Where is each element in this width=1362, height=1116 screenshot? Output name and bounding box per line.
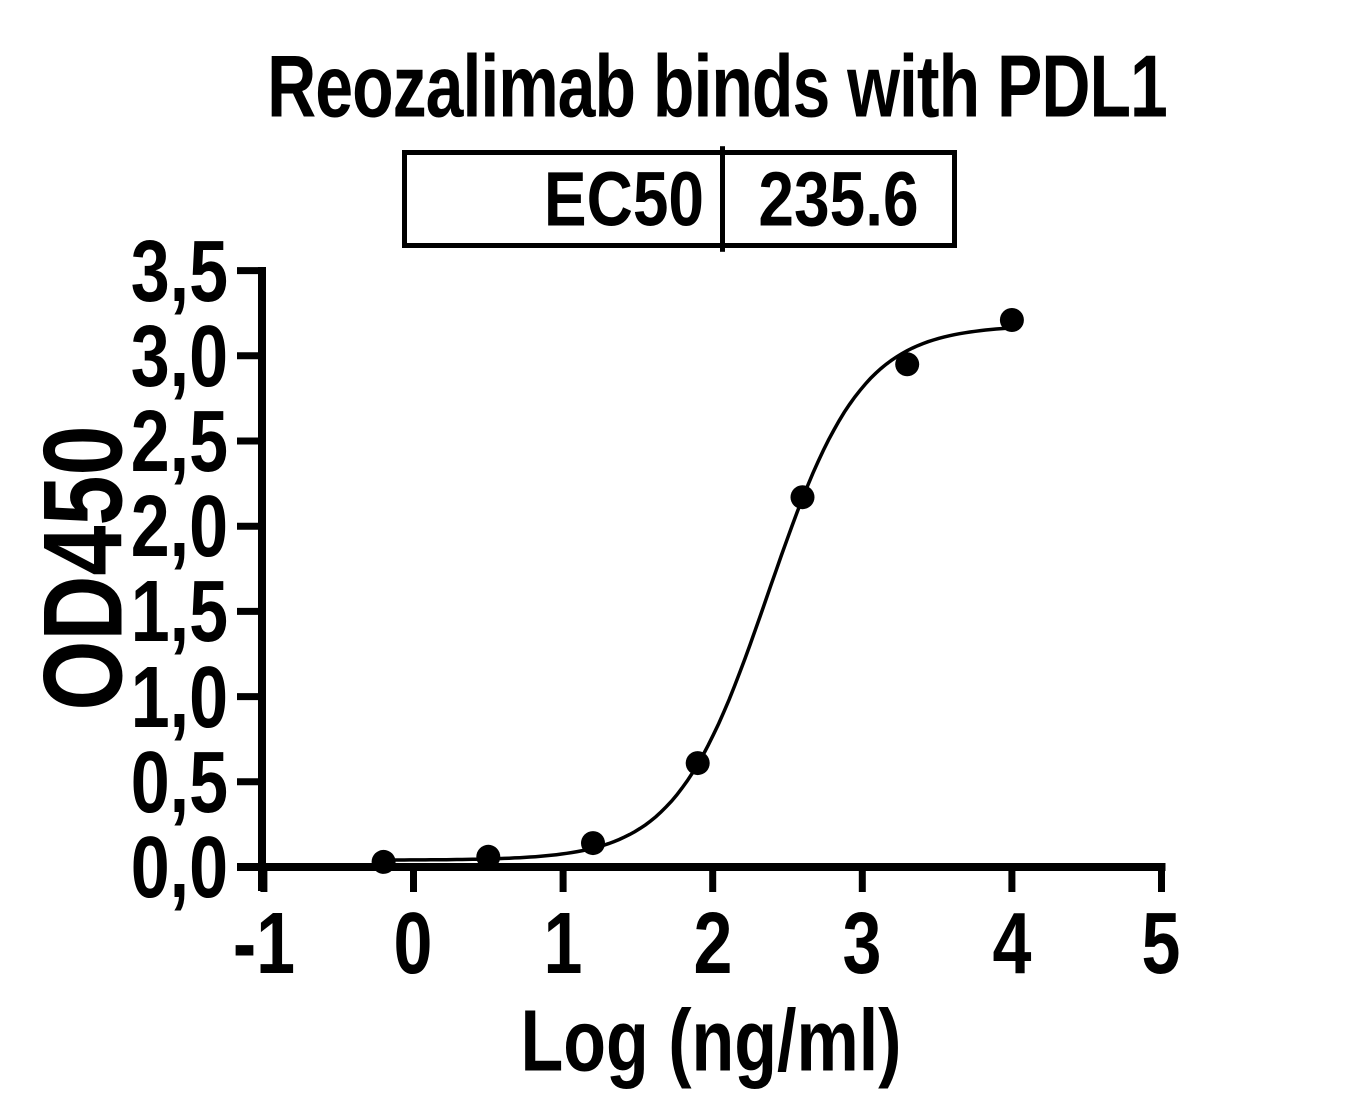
axis-lines <box>237 267 1166 891</box>
x-tick-label: 2 <box>693 894 733 992</box>
y-tick-label: 1,0 <box>130 648 228 746</box>
ec50-value-cell: 235.6 <box>758 155 919 243</box>
y-tick-label: 0,5 <box>130 733 228 831</box>
x-tick-label: -1 <box>232 894 296 992</box>
chart-title: Reozalimab binds with PDL1 <box>267 37 1168 136</box>
y-tick-label: 3,5 <box>130 222 228 320</box>
x-tick-label: 3 <box>842 894 882 992</box>
axis-ticks <box>237 267 1165 892</box>
ec50-table: EC50 235.6 <box>402 146 957 252</box>
data-points <box>371 308 1024 874</box>
y-tick-label: 2,0 <box>130 477 228 575</box>
x-axis-title: Log (ng/ml) <box>520 991 902 1090</box>
x-tick-label: 0 <box>393 894 433 992</box>
y-tick-label: 2,5 <box>130 392 228 490</box>
sigmoid-fit-curve <box>383 326 1013 862</box>
data-point <box>790 485 815 510</box>
y-tick-label: 0,0 <box>130 818 228 916</box>
ec50-label-cell: EC50 <box>407 146 725 252</box>
x-tick-label: 1 <box>543 894 583 992</box>
y-tick-label: 3,0 <box>130 307 228 405</box>
data-point <box>581 831 605 856</box>
y-tick-label: 1,5 <box>130 562 228 660</box>
x-tick-label: 5 <box>1141 894 1181 992</box>
fit-curve <box>383 326 1013 862</box>
data-point <box>999 308 1024 332</box>
data-point <box>476 844 501 869</box>
y-axis-title: OD450 <box>21 425 147 711</box>
data-point <box>685 751 710 776</box>
x-tick-label: 4 <box>992 894 1032 992</box>
data-point <box>895 352 920 377</box>
